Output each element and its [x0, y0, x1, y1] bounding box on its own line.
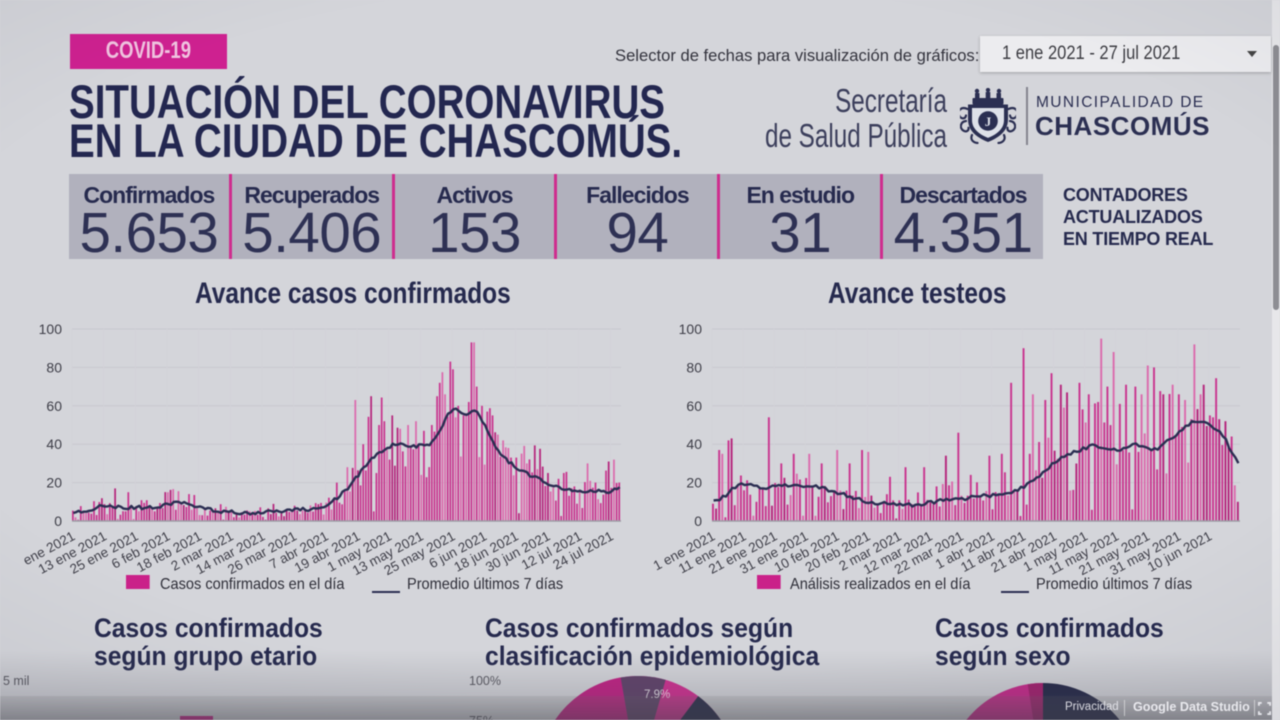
svg-text:80: 80	[46, 359, 62, 375]
svg-text:100: 100	[39, 321, 63, 337]
svg-text:0: 0	[694, 513, 702, 529]
svg-text:60: 60	[46, 398, 62, 414]
svg-text:J: J	[985, 114, 992, 129]
svg-text:60: 60	[686, 398, 702, 414]
svg-text:20: 20	[46, 475, 62, 491]
svg-text:100: 100	[679, 321, 703, 337]
svg-text:0: 0	[54, 513, 62, 529]
svg-text:40: 40	[46, 436, 62, 452]
svg-text:80: 80	[686, 359, 702, 375]
svg-text:20: 20	[686, 475, 702, 491]
svg-text:40: 40	[686, 436, 702, 452]
